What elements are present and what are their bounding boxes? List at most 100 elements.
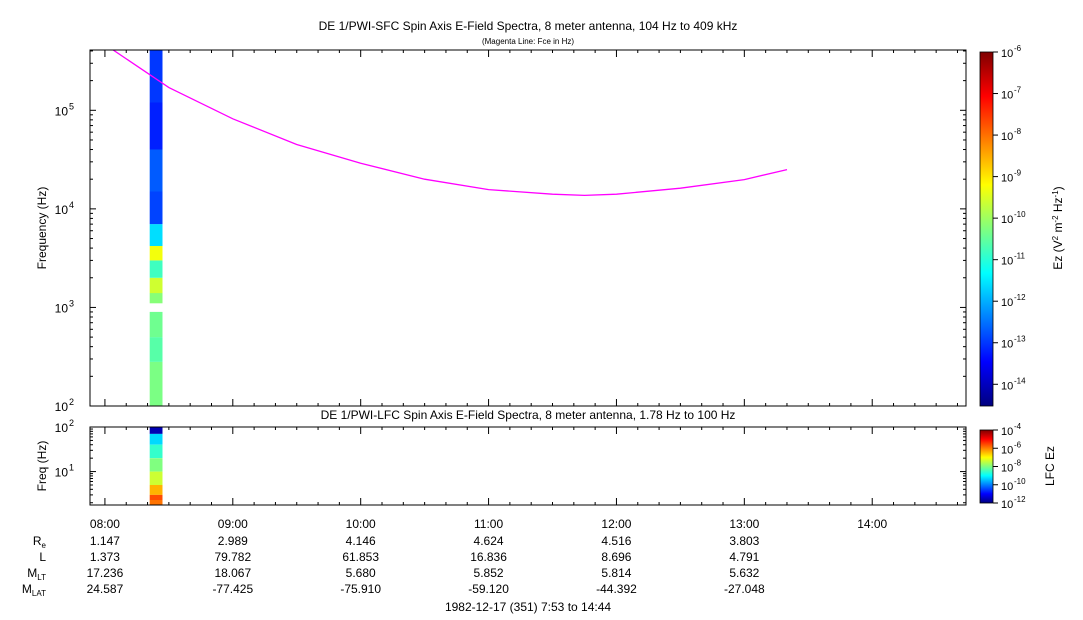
spectra-cell bbox=[149, 500, 163, 505]
lfc-spectra-column bbox=[149, 427, 163, 505]
colorbar-tick-exponent: -8 bbox=[1014, 127, 1022, 136]
lfc-plot-area bbox=[90, 427, 966, 505]
colorbar-tick-exponent: -10 bbox=[1014, 210, 1026, 219]
y-tick-label: 10 bbox=[55, 203, 69, 217]
y-tick-exponent: 2 bbox=[69, 397, 74, 407]
ephemeris-value: 79.782 bbox=[214, 550, 251, 564]
colorbar-tick-label: 10 bbox=[1001, 297, 1013, 309]
ephemeris-row-label: MLAT bbox=[22, 582, 46, 598]
colorbar-tick-label: 10 bbox=[1001, 339, 1013, 351]
date-range-footer: 1982-12-17 (351) 7:53 to 14:44 bbox=[445, 600, 611, 614]
colorbar-tick-label: 10 bbox=[1001, 426, 1013, 438]
cb-label-sup: 2 bbox=[1051, 235, 1060, 240]
spectra-cell bbox=[149, 433, 163, 445]
colorbar-tick-label: 10 bbox=[1001, 214, 1013, 226]
spectra-cell bbox=[149, 361, 163, 406]
spectra-cell bbox=[149, 494, 163, 500]
ephemeris-value: 3.803 bbox=[729, 534, 759, 548]
lfc-y-axis-label: Freq (Hz) bbox=[35, 441, 49, 492]
sfc-title: DE 1/PWI-SFC Spin Axis E-Field Spectra, … bbox=[319, 19, 738, 33]
lfc-colorbar-gradient bbox=[979, 429, 994, 504]
colorbar-tick-exponent: -12 bbox=[1014, 293, 1026, 302]
ephemeris-value: 5.852 bbox=[474, 566, 504, 580]
cb-label-sup: -1 bbox=[1051, 190, 1060, 198]
ephemeris-row-label: Re bbox=[33, 534, 47, 550]
spectra-cell bbox=[149, 260, 163, 278]
time-tick-label: 12:00 bbox=[601, 517, 631, 531]
time-tick-label: 14:00 bbox=[857, 517, 887, 531]
colorbar-tick-label: 10 bbox=[1001, 48, 1013, 60]
spectra-cell bbox=[149, 471, 163, 485]
ephemeris-value: 24.587 bbox=[87, 582, 124, 596]
colorbar-tick-exponent: -6 bbox=[1014, 440, 1022, 449]
y-tick-exponent: 4 bbox=[69, 200, 74, 210]
colorbar-tick-exponent: -9 bbox=[1014, 169, 1022, 178]
ephemeris-value: 61.853 bbox=[342, 550, 379, 564]
spectra-cell bbox=[149, 427, 163, 434]
ephemeris-row-label: MLT bbox=[27, 566, 46, 582]
ephemeris-value: 5.632 bbox=[729, 566, 759, 580]
colorbar-tick-label: 10 bbox=[1001, 90, 1013, 102]
y-tick-exponent: 5 bbox=[69, 101, 74, 111]
colorbar-tick-label: 10 bbox=[1001, 444, 1013, 456]
ephemeris-value: 2.989 bbox=[218, 534, 248, 548]
time-tick-label: 11:00 bbox=[474, 517, 503, 531]
colorbar-tick-exponent: -13 bbox=[1014, 335, 1026, 344]
colorbar-tick-label: 10 bbox=[1001, 380, 1013, 392]
spectra-cell bbox=[149, 149, 163, 192]
colorbar-tick-exponent: -10 bbox=[1014, 477, 1026, 486]
lfc-plot-frame bbox=[89, 426, 967, 506]
ephemeris-value: 1.147 bbox=[90, 534, 120, 548]
ephemeris-label-main: R bbox=[33, 534, 42, 548]
time-tick-label: 09:00 bbox=[218, 517, 248, 531]
cb-label-part: ) bbox=[1051, 186, 1065, 190]
ephemeris-value: 5.680 bbox=[346, 566, 376, 580]
spectra-cell bbox=[149, 337, 163, 362]
sfc-subtitle: (Magenta Line: Fce in Hz) bbox=[482, 37, 574, 46]
spectra-cell bbox=[149, 191, 163, 225]
sfc-plot-area bbox=[90, 50, 966, 406]
cb-label-part: Hz bbox=[1051, 197, 1065, 215]
sfc-y-axis-label: Frequency (Hz) bbox=[35, 187, 49, 270]
sfc-spectra-column bbox=[149, 50, 163, 406]
ephemeris-value: -44.392 bbox=[596, 582, 637, 596]
ephemeris-value: 1.373 bbox=[90, 550, 120, 564]
y-tick-label: 10 bbox=[55, 400, 69, 414]
y-tick-exponent: 1 bbox=[69, 463, 74, 473]
ephemeris-value: 4.146 bbox=[346, 534, 376, 548]
colorbar-tick-label: 10 bbox=[1001, 131, 1013, 143]
colorbar-tick-label: 10 bbox=[1001, 481, 1013, 493]
sfc-colorbar-label: Ez (V2 m-2 Hz-1) bbox=[1051, 186, 1066, 269]
time-tick-label: 08:00 bbox=[90, 517, 120, 531]
cb-label-sup: -2 bbox=[1051, 215, 1060, 223]
colorbar-tick-exponent: -4 bbox=[1014, 422, 1022, 431]
ephemeris-label-sub: LT bbox=[37, 573, 46, 582]
ephemeris-label-main: M bbox=[22, 582, 32, 596]
ephemeris-row-label: L bbox=[39, 550, 46, 564]
colorbar-tick-exponent: -14 bbox=[1014, 376, 1026, 385]
ephemeris-value: 5.814 bbox=[601, 566, 631, 580]
y-tick-label: 10 bbox=[55, 421, 69, 435]
y-tick-label: 10 bbox=[55, 104, 69, 118]
ephemeris-label-sub: e bbox=[42, 541, 47, 550]
ephemeris-value: -59.120 bbox=[468, 582, 509, 596]
ephemeris-value: 17.236 bbox=[87, 566, 124, 580]
colorbar-tick-exponent: -7 bbox=[1014, 86, 1022, 95]
cb-label-part: Ez (V bbox=[1051, 240, 1065, 269]
ephemeris-label-main: L bbox=[39, 550, 46, 564]
sfc-colorbar-gradient bbox=[979, 51, 994, 407]
ephemeris-value: 8.696 bbox=[601, 550, 631, 564]
ephemeris-value: 4.516 bbox=[601, 534, 631, 548]
colorbar-tick-exponent: -6 bbox=[1014, 44, 1022, 53]
spectra-cell bbox=[149, 311, 163, 338]
lfc-colorbar-label: LFC Ez bbox=[1043, 446, 1057, 486]
time-axis-labels: 08:00 09:00 10:00 11:00 12:00 13:00 14:00 bbox=[90, 517, 888, 531]
colorbar-tick-exponent: -11 bbox=[1014, 252, 1026, 261]
ephemeris-label-sub: LAT bbox=[32, 589, 46, 598]
